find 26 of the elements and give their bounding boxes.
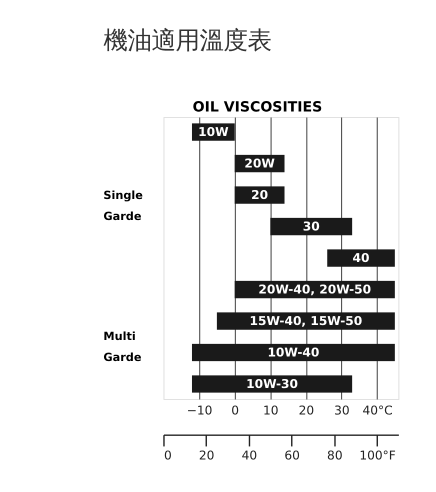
x-tick-label: 40°C bbox=[362, 403, 393, 418]
y-tick-label: 30 bbox=[302, 219, 320, 234]
y-tick-label: 20 bbox=[251, 188, 268, 202]
x2-tick-label: 60 bbox=[284, 448, 300, 463]
x-tick-label: 0 bbox=[231, 403, 240, 418]
x-tick-label: 30 bbox=[334, 403, 350, 418]
bar bbox=[270, 218, 352, 236]
chart-title: 機油適用溫度表 bbox=[103, 25, 272, 54]
x2-tick-label: 80 bbox=[327, 448, 343, 463]
y-tick-label: 40 bbox=[352, 250, 370, 265]
y-tick-label: 20W-40, 20W-50 bbox=[258, 282, 372, 296]
x-tick-label: 10 bbox=[262, 403, 279, 418]
x2-tick-label: 20 bbox=[198, 448, 214, 463]
text: Multi Garde bbox=[103, 330, 142, 364]
y-tick-label: 10W-30 bbox=[246, 376, 298, 391]
bar bbox=[192, 344, 395, 362]
y-tick-label: 20W bbox=[244, 156, 276, 170]
chart-subtitle: OIL VISCOSITIES bbox=[192, 99, 322, 116]
y-tick-label: 10W-40 bbox=[267, 345, 320, 360]
x2-tick-label: 100°F bbox=[359, 448, 396, 463]
text: Single Garde bbox=[103, 189, 144, 223]
y-tick-label: 10W bbox=[198, 124, 230, 139]
x2-tick-label: 0 bbox=[164, 448, 172, 463]
x-tick-label: −10 bbox=[186, 403, 212, 418]
y-tick-label: 15W-40, 15W-50 bbox=[249, 314, 362, 328]
bar bbox=[327, 249, 395, 267]
